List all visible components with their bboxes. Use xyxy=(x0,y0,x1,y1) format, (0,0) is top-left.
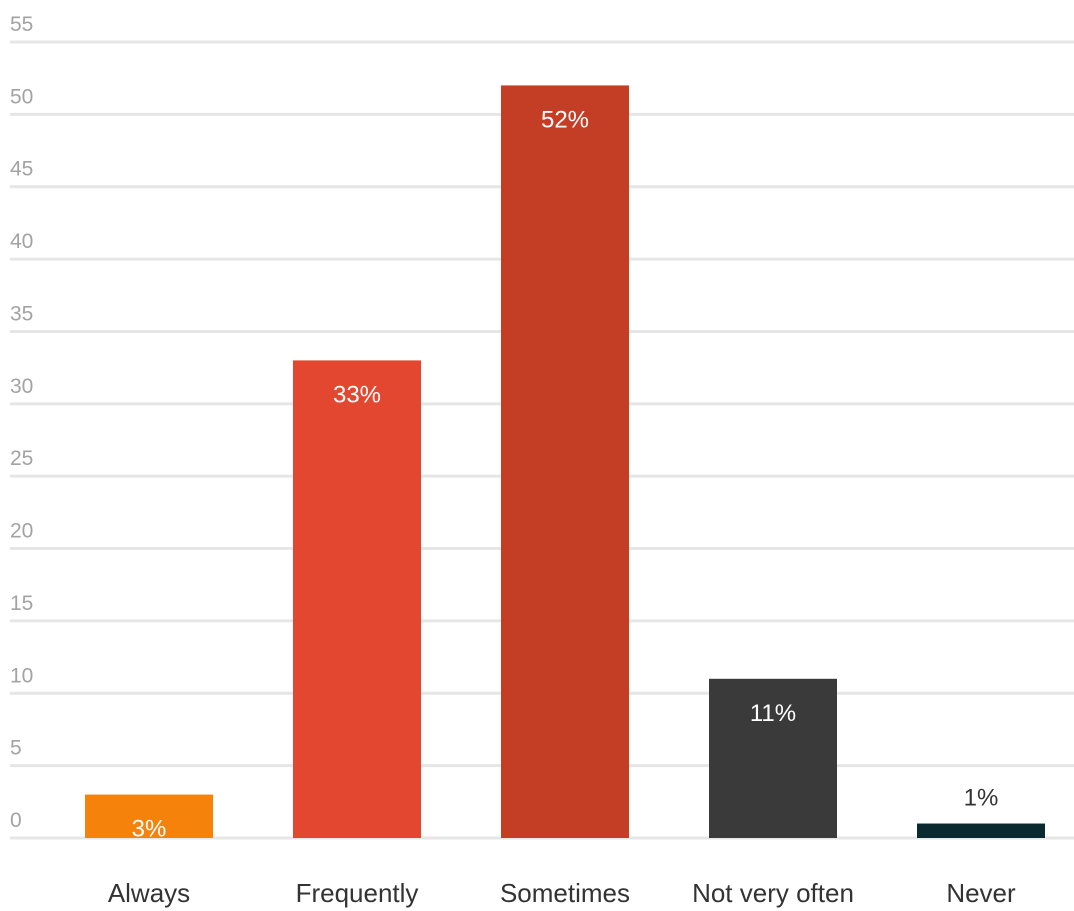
category-label: Always xyxy=(108,878,190,908)
y-axis-ticks: 0 5 10 15 20 25 30 35 40 45 50 55 xyxy=(10,13,33,832)
y-tick-label: 5 xyxy=(10,737,22,760)
category-label: Frequently xyxy=(296,878,419,908)
y-tick-label: 55 xyxy=(10,13,33,36)
bar-never xyxy=(917,823,1045,838)
data-labels: 3% 33% 52% 11% 1% xyxy=(132,106,999,842)
y-tick-label: 15 xyxy=(10,592,33,615)
y-tick-label: 25 xyxy=(10,447,33,470)
category-label: Sometimes xyxy=(500,878,630,908)
category-labels: Always Frequently Sometimes Not very often N… xyxy=(108,878,1016,908)
y-tick-label: 10 xyxy=(10,664,33,687)
data-label: 3% xyxy=(132,816,167,843)
bar-not-very-often xyxy=(709,678,837,838)
y-tick-label: 35 xyxy=(10,302,33,325)
bar-always xyxy=(85,794,213,838)
y-tick-label: 40 xyxy=(10,230,33,253)
data-label: 11% xyxy=(750,700,796,727)
y-tick-label: 50 xyxy=(10,85,33,108)
y-tick-label: 30 xyxy=(10,375,33,398)
category-label: Never xyxy=(946,878,1016,908)
bar-sometimes xyxy=(501,85,629,838)
data-label: 1% xyxy=(964,785,999,812)
y-tick-label: 20 xyxy=(10,520,33,543)
bars xyxy=(85,85,1045,838)
data-label: 33% xyxy=(333,381,381,408)
bar-frequently xyxy=(293,360,421,838)
y-tick-label: 45 xyxy=(10,158,33,181)
y-tick-label: 0 xyxy=(10,809,22,832)
category-label: Not very often xyxy=(692,878,854,908)
data-label: 52% xyxy=(541,106,589,133)
